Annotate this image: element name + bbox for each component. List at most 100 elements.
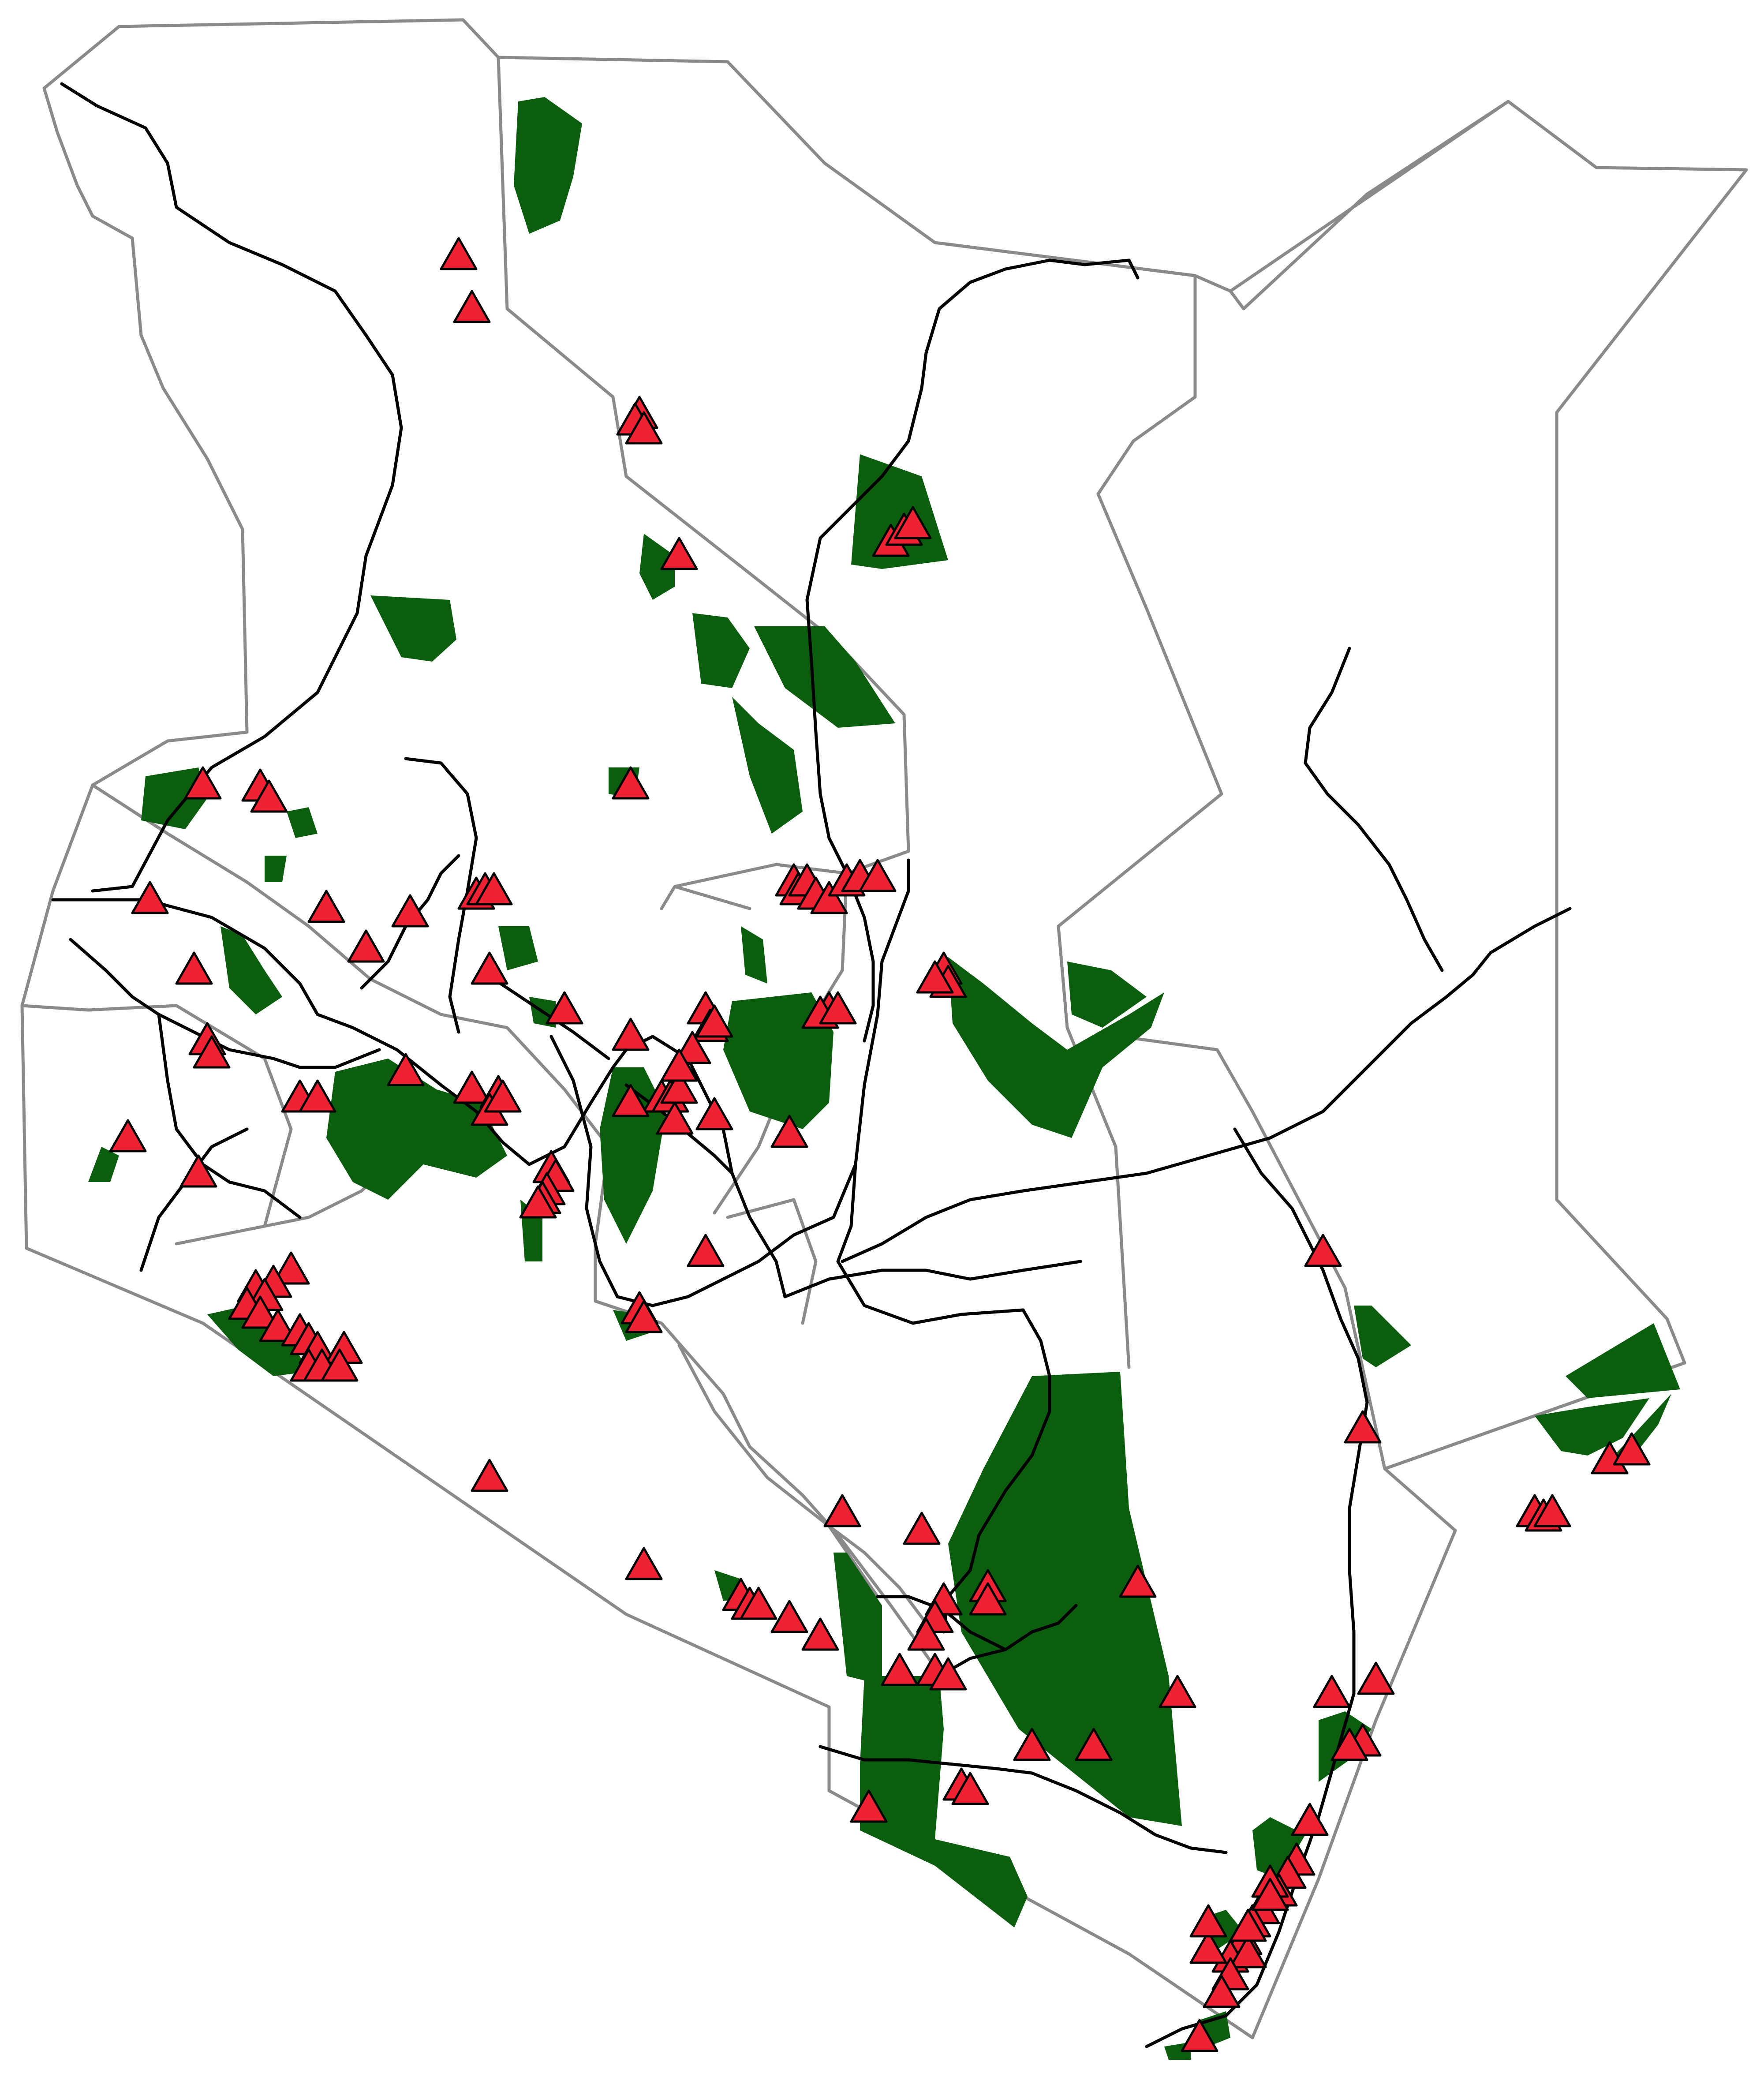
road (938, 1604, 1078, 1678)
road (651, 1035, 787, 1298)
protected-area (207, 1306, 309, 1376)
protected-area (265, 856, 287, 882)
protected-area (948, 957, 1164, 1138)
boundary-layer (20, 18, 1748, 2039)
county-boundary (827, 1524, 928, 1625)
site-marker (1313, 1675, 1351, 1708)
site-marker (660, 1048, 698, 1082)
site-marker (272, 1251, 310, 1285)
site-marker (1203, 1975, 1241, 2008)
road (549, 858, 910, 1307)
site-marker (929, 1657, 967, 1691)
county-boundary (660, 885, 751, 910)
road (783, 1260, 1082, 1298)
site-marker (819, 991, 857, 1025)
site-marker (519, 1185, 557, 1219)
site-marker (1181, 2019, 1218, 2052)
site-marker (391, 894, 429, 928)
protected-area (498, 926, 538, 970)
site-marker (1291, 1803, 1329, 1836)
site-marker (347, 929, 385, 963)
road (841, 1136, 1272, 1263)
site-marker (1357, 1661, 1395, 1695)
protected-area (639, 534, 675, 600)
county-boundary (726, 1198, 818, 1325)
site-marker (1159, 1675, 1196, 1708)
site-marker (810, 881, 848, 914)
county-boundary (1118, 1035, 1686, 1471)
county-boundary (933, 241, 1223, 1029)
site-marker (894, 506, 932, 539)
road (492, 977, 610, 1060)
site-marker (801, 1617, 839, 1651)
protected-area (1535, 1398, 1649, 1456)
protected-area (141, 767, 207, 829)
road (805, 258, 1140, 840)
site-marker (951, 1772, 989, 1805)
county-boundary (20, 1004, 293, 1228)
county-boundary (673, 863, 848, 1215)
site-marker (770, 1115, 808, 1148)
site-marker (850, 1789, 888, 1823)
road (1304, 647, 1444, 972)
protected-area (948, 1372, 1182, 1826)
site-marker (1344, 1410, 1382, 1444)
site-marker (299, 1079, 336, 1113)
site-marker (1613, 1432, 1651, 1466)
road (404, 757, 478, 1034)
protected-area (287, 807, 318, 838)
site-marker (687, 1234, 725, 1267)
protected-area (754, 626, 895, 728)
county-boundary (594, 1242, 937, 1669)
road (69, 938, 381, 1069)
protected-area (692, 613, 750, 688)
protected-area (1067, 962, 1147, 1028)
site-marker (1533, 1494, 1571, 1527)
road (1145, 1127, 1369, 2048)
site-marker (1251, 1878, 1289, 1911)
road (942, 1308, 1051, 1634)
site-marker (1189, 1904, 1227, 1938)
protected-area (1566, 1323, 1680, 1398)
site-marker (1075, 1728, 1113, 1761)
site-marker (241, 1295, 279, 1329)
site-marker (184, 766, 222, 800)
site-marker (453, 1070, 491, 1104)
road (51, 898, 654, 1166)
site-marker (656, 1101, 694, 1135)
site-marker (903, 1512, 941, 1545)
site-marker (1229, 1935, 1267, 1968)
protected-area (326, 1059, 507, 1200)
protected-area (514, 97, 582, 234)
site-marker (453, 290, 491, 323)
site-marker (859, 859, 897, 892)
site-marker (695, 1097, 733, 1130)
county-boundary (1229, 100, 1510, 311)
site-marker (823, 1494, 861, 1527)
site-marker (109, 1119, 147, 1152)
site-marker (1304, 1234, 1342, 1267)
site-markers-layer (109, 237, 1651, 2052)
site-marker (612, 1018, 650, 1051)
site-marker (1013, 1728, 1051, 1761)
site-marker (1119, 1564, 1157, 1598)
site-marker (440, 237, 478, 270)
site-marker (259, 1309, 297, 1342)
site-marker (546, 991, 583, 1025)
site-marker (131, 881, 169, 914)
site-marker (250, 779, 288, 813)
site-marker (321, 1348, 359, 1382)
site-marker (969, 1582, 1007, 1616)
road (836, 1163, 1025, 1325)
protected-area (741, 926, 767, 984)
site-marker (193, 1035, 231, 1069)
site-marker (471, 951, 508, 985)
road (60, 82, 403, 893)
road (818, 1745, 1228, 1854)
protected-area (220, 926, 282, 1014)
country-boundary (20, 18, 1748, 2039)
site-marker (179, 1154, 217, 1188)
road (1268, 907, 1572, 1140)
site-marker (625, 411, 663, 445)
site-marker (740, 1587, 777, 1620)
